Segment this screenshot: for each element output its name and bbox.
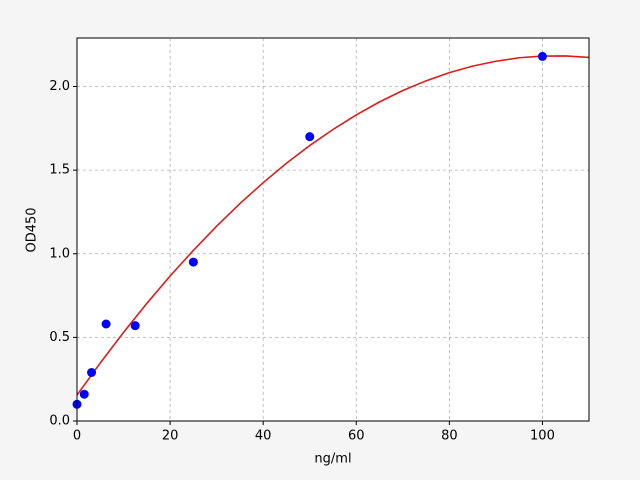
y-tick-label: 1.0 — [49, 246, 70, 261]
data-point — [537, 51, 547, 61]
data-point — [79, 389, 89, 399]
x-tick-label: 40 — [255, 429, 272, 444]
data-point — [130, 321, 140, 331]
data-point — [87, 367, 97, 377]
y-tick-label: 0.5 — [49, 330, 70, 345]
marks — [72, 51, 590, 409]
x-axis-label: ng/ml — [314, 452, 351, 467]
x-tick-label: 80 — [441, 429, 458, 444]
y-axis-label: OD450 — [25, 207, 40, 252]
plot-background — [77, 38, 589, 421]
x-tick-label: 100 — [530, 429, 555, 444]
y-tick-label: 1.5 — [49, 163, 70, 178]
data-point — [188, 257, 198, 267]
y-tick-label: 2.0 — [49, 79, 70, 94]
x-tick-label: 0 — [73, 429, 81, 444]
x-tick-label: 20 — [162, 429, 179, 444]
y-tick-label: 0.0 — [49, 414, 70, 429]
fit-curve — [76, 55, 590, 396]
data-point — [305, 132, 315, 142]
data-point — [101, 319, 111, 329]
axes-frame — [76, 37, 590, 422]
x-tick-label: 60 — [348, 429, 365, 444]
